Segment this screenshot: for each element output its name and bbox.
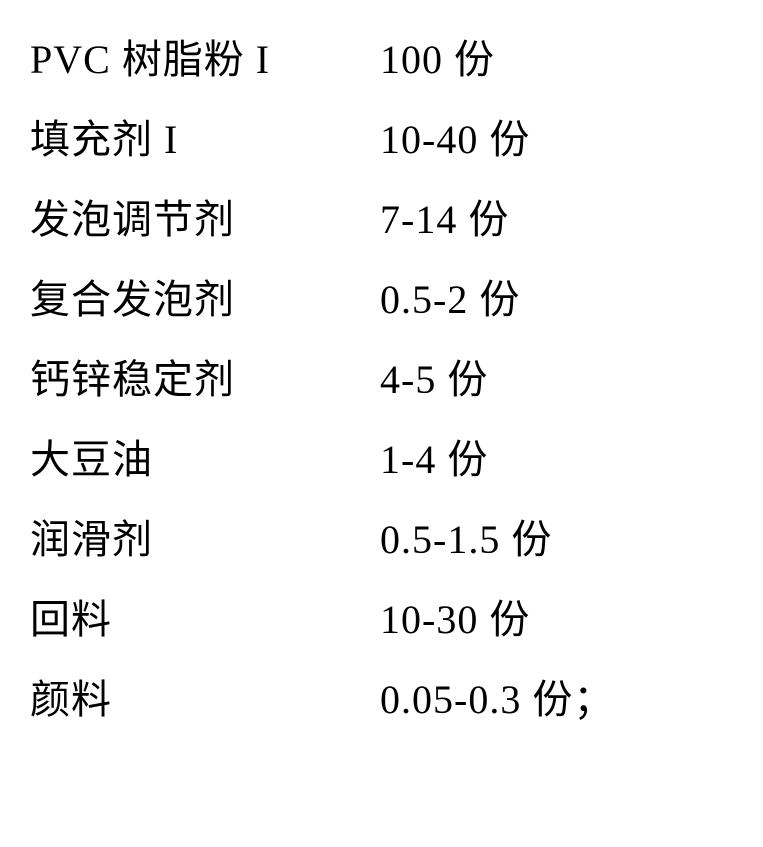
table-row: 发泡调节剂 7-14 份 [30,200,733,240]
ingredient-amount: 10-30 份 [380,600,530,640]
table-row: 填充剂 I 10-40 份 [30,120,733,160]
ingredient-label: PVC 树脂粉 I [30,40,380,80]
table-row: PVC 树脂粉 I 100 份 [30,40,733,80]
table-row: 回料 10-30 份 [30,600,733,640]
ingredient-amount: 1-4 份 [380,440,488,480]
ingredient-label: 大豆油 [30,440,380,480]
ingredient-amount: 7-14 份 [380,200,509,240]
ingredient-label: 钙锌稳定剂 [30,360,380,400]
ingredient-label: 润滑剂 [30,520,380,560]
ingredient-amount: 0.5-1.5 份 [380,520,552,560]
ingredient-amount: 4-5 份 [380,360,488,400]
table-row: 大豆油 1-4 份 [30,440,733,480]
ingredient-label: 颜料 [30,680,380,720]
table-row: 复合发泡剂 0.5-2 份 [30,280,733,320]
table-row: 钙锌稳定剂 4-5 份 [30,360,733,400]
ingredient-label: 回料 [30,600,380,640]
ingredient-amount: 0.5-2 份 [380,280,520,320]
ingredient-amount: 100 份 [380,40,495,80]
ingredient-label: 发泡调节剂 [30,200,380,240]
ingredient-label: 填充剂 I [30,120,380,160]
table-row: 颜料 0.05-0.3 份； [30,680,733,720]
table-row: 润滑剂 0.5-1.5 份 [30,520,733,560]
ingredient-amount: 0.05-0.3 份； [380,680,614,720]
ingredient-label: 复合发泡剂 [30,280,380,320]
formula-table: PVC 树脂粉 I 100 份 填充剂 I 10-40 份 发泡调节剂 7-14… [0,0,763,847]
ingredient-amount: 10-40 份 [380,120,530,160]
